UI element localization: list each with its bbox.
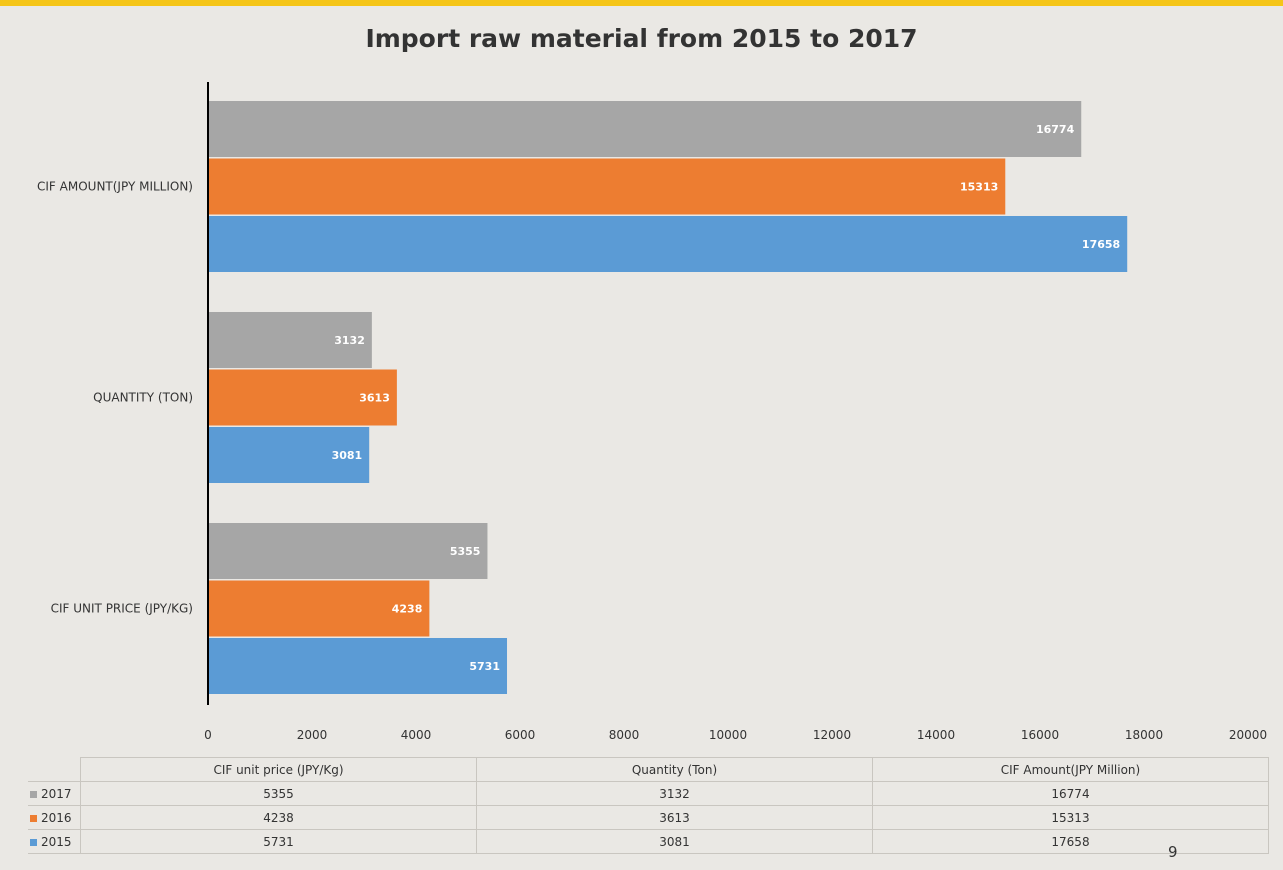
- row-label-2016: 2016: [41, 810, 72, 825]
- table-cell: 5731: [80, 829, 477, 854]
- table-header-unit-price: CIF unit price (JPY/Kg): [80, 757, 477, 782]
- table-cell: 17658: [872, 829, 1269, 854]
- x-tick-label: 12000: [813, 728, 851, 742]
- x-tick-label: 2000: [297, 728, 328, 742]
- x-tick-label: 18000: [1125, 728, 1163, 742]
- table-row-label: 2015: [28, 829, 81, 854]
- table-header-cif-amount: CIF Amount(JPY Million): [872, 757, 1269, 782]
- table-row-label: 2017: [28, 781, 81, 806]
- table-cell: 5355: [80, 781, 477, 806]
- x-tick-label: 16000: [1021, 728, 1059, 742]
- chart-title: Import raw material from 2015 to 2017: [365, 24, 918, 53]
- bar-2015-2: [209, 638, 508, 694]
- x-tick-label: 4000: [401, 728, 432, 742]
- table-row: 2017 5355 3132 16774: [28, 781, 1269, 806]
- bar-chart: 16774 15313 17658 CIF AMOUNT(JPY MILLION) 31…: [37, 82, 1267, 742]
- table-cell: 3613: [476, 805, 873, 830]
- table-header-quantity: Quantity (Ton): [476, 757, 873, 782]
- data-label-2015-2: 5731: [469, 660, 500, 673]
- table-cell: 4238: [80, 805, 477, 830]
- x-tick-label: 20000: [1229, 728, 1267, 742]
- x-tick-label: 8000: [609, 728, 640, 742]
- table-row: 2016 4238 3613 15313: [28, 805, 1269, 830]
- category-label-2: CIF UNIT PRICE (JPY/KG): [51, 602, 193, 616]
- bar-2017-2: [209, 523, 488, 579]
- data-label-2016-0: 15313: [960, 181, 998, 194]
- x-tick-label: 10000: [709, 728, 747, 742]
- x-tick-label: 0: [204, 728, 212, 742]
- legend-swatch-2016: [30, 814, 37, 822]
- x-tick-label: 6000: [505, 728, 536, 742]
- data-label-2015-1: 3081: [332, 449, 363, 462]
- bar-2016-1: [209, 369, 397, 426]
- bar-2016-2: [209, 580, 430, 637]
- data-label-2017-1: 3132: [334, 334, 365, 347]
- table-cell: 15313: [872, 805, 1269, 830]
- data-label-2015-0: 17658: [1082, 238, 1120, 251]
- legend-swatch-2015: [30, 838, 37, 846]
- bar-2015-1: [209, 427, 370, 483]
- row-label-2017: 2017: [41, 786, 72, 801]
- data-label-2017-2: 5355: [450, 545, 481, 558]
- table-header-row: CIF unit price (JPY/Kg) Quantity (Ton) C…: [28, 757, 1269, 782]
- top-accent-bar: [0, 0, 1283, 6]
- bar-2017-1: [209, 312, 372, 368]
- x-tick-label: 14000: [917, 728, 955, 742]
- row-label-2015: 2015: [41, 834, 72, 849]
- category-label-1: QUANTITY (TON): [93, 391, 193, 405]
- table-cell: 3132: [476, 781, 873, 806]
- data-label-2016-2: 4238: [392, 603, 423, 616]
- bar-2015-0: [209, 216, 1128, 272]
- data-table: CIF unit price (JPY/Kg) Quantity (Ton) C…: [28, 757, 1269, 854]
- legend-swatch-2017: [30, 790, 37, 798]
- bar-2016-0: [209, 158, 1006, 215]
- bar-2017-0: [209, 101, 1082, 157]
- data-label-2017-0: 16774: [1036, 123, 1075, 136]
- table-cell: 3081: [476, 829, 873, 854]
- table-row-label: 2016: [28, 805, 81, 830]
- table-corner: [28, 757, 81, 782]
- category-label-0: CIF AMOUNT(JPY MILLION): [37, 180, 193, 194]
- data-label-2016-1: 3613: [359, 392, 390, 405]
- table-cell: 16774: [872, 781, 1269, 806]
- table-row: 2015 5731 3081 17658: [28, 829, 1269, 854]
- page-number: 9: [1168, 843, 1178, 861]
